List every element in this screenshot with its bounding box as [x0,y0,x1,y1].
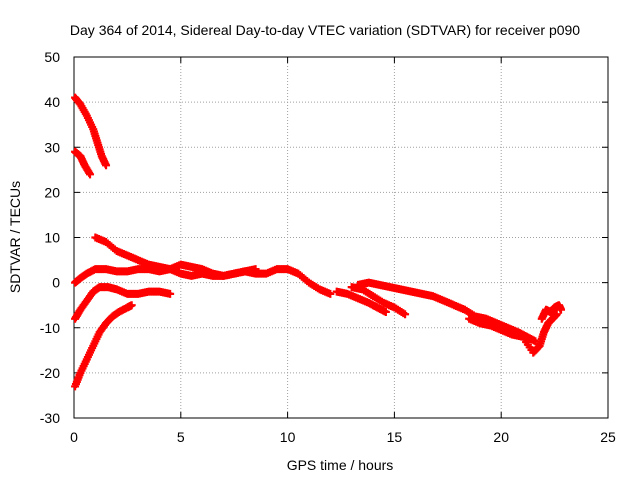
series-track-a [71,93,111,170]
data-point [127,301,136,310]
x-tick-label: 10 [280,429,296,445]
y-axis-label: SDTVAR / TECUs [7,181,23,293]
y-tick-label: -30 [40,410,60,426]
series-track-j [465,310,561,357]
y-tick-label: 20 [44,184,60,200]
data-points [71,93,566,391]
data-point [102,161,111,170]
y-tick-label: 50 [44,49,60,65]
y-tick-label: 10 [44,230,60,246]
series-track-f [71,301,136,391]
x-tick-label: 15 [387,429,403,445]
y-tick-label: -10 [40,320,60,336]
data-point [381,307,390,316]
y-tick-label: 0 [52,275,60,291]
data-point [86,170,95,179]
y-tick-label: 40 [44,94,60,110]
data-point [401,310,410,319]
y-tick-label: 30 [44,139,60,155]
x-tick-labels: 0 5 10 15 20 25 [70,429,616,445]
x-tick-label: 0 [70,429,78,445]
data-point [326,289,335,298]
x-tick-label: 20 [493,429,509,445]
x-axis-label: GPS time / hours [287,457,394,473]
series-track-e [71,283,175,323]
series-track-g [332,287,390,316]
series-track-d [71,260,335,298]
data-point [557,305,566,314]
series-track-k [537,301,566,323]
data-point [166,289,175,298]
x-tick-label: 25 [600,429,616,445]
data-point [552,310,561,319]
x-tick-label: 5 [177,429,185,445]
grid-lines [74,57,608,418]
y-tick-labels: -30 -20 -10 0 10 20 30 40 50 [40,49,60,426]
y-tick-label: -20 [40,365,60,381]
chart-title: Day 364 of 2014, Sidereal Day-to-day VTE… [70,22,580,38]
series-track-b [71,147,95,179]
